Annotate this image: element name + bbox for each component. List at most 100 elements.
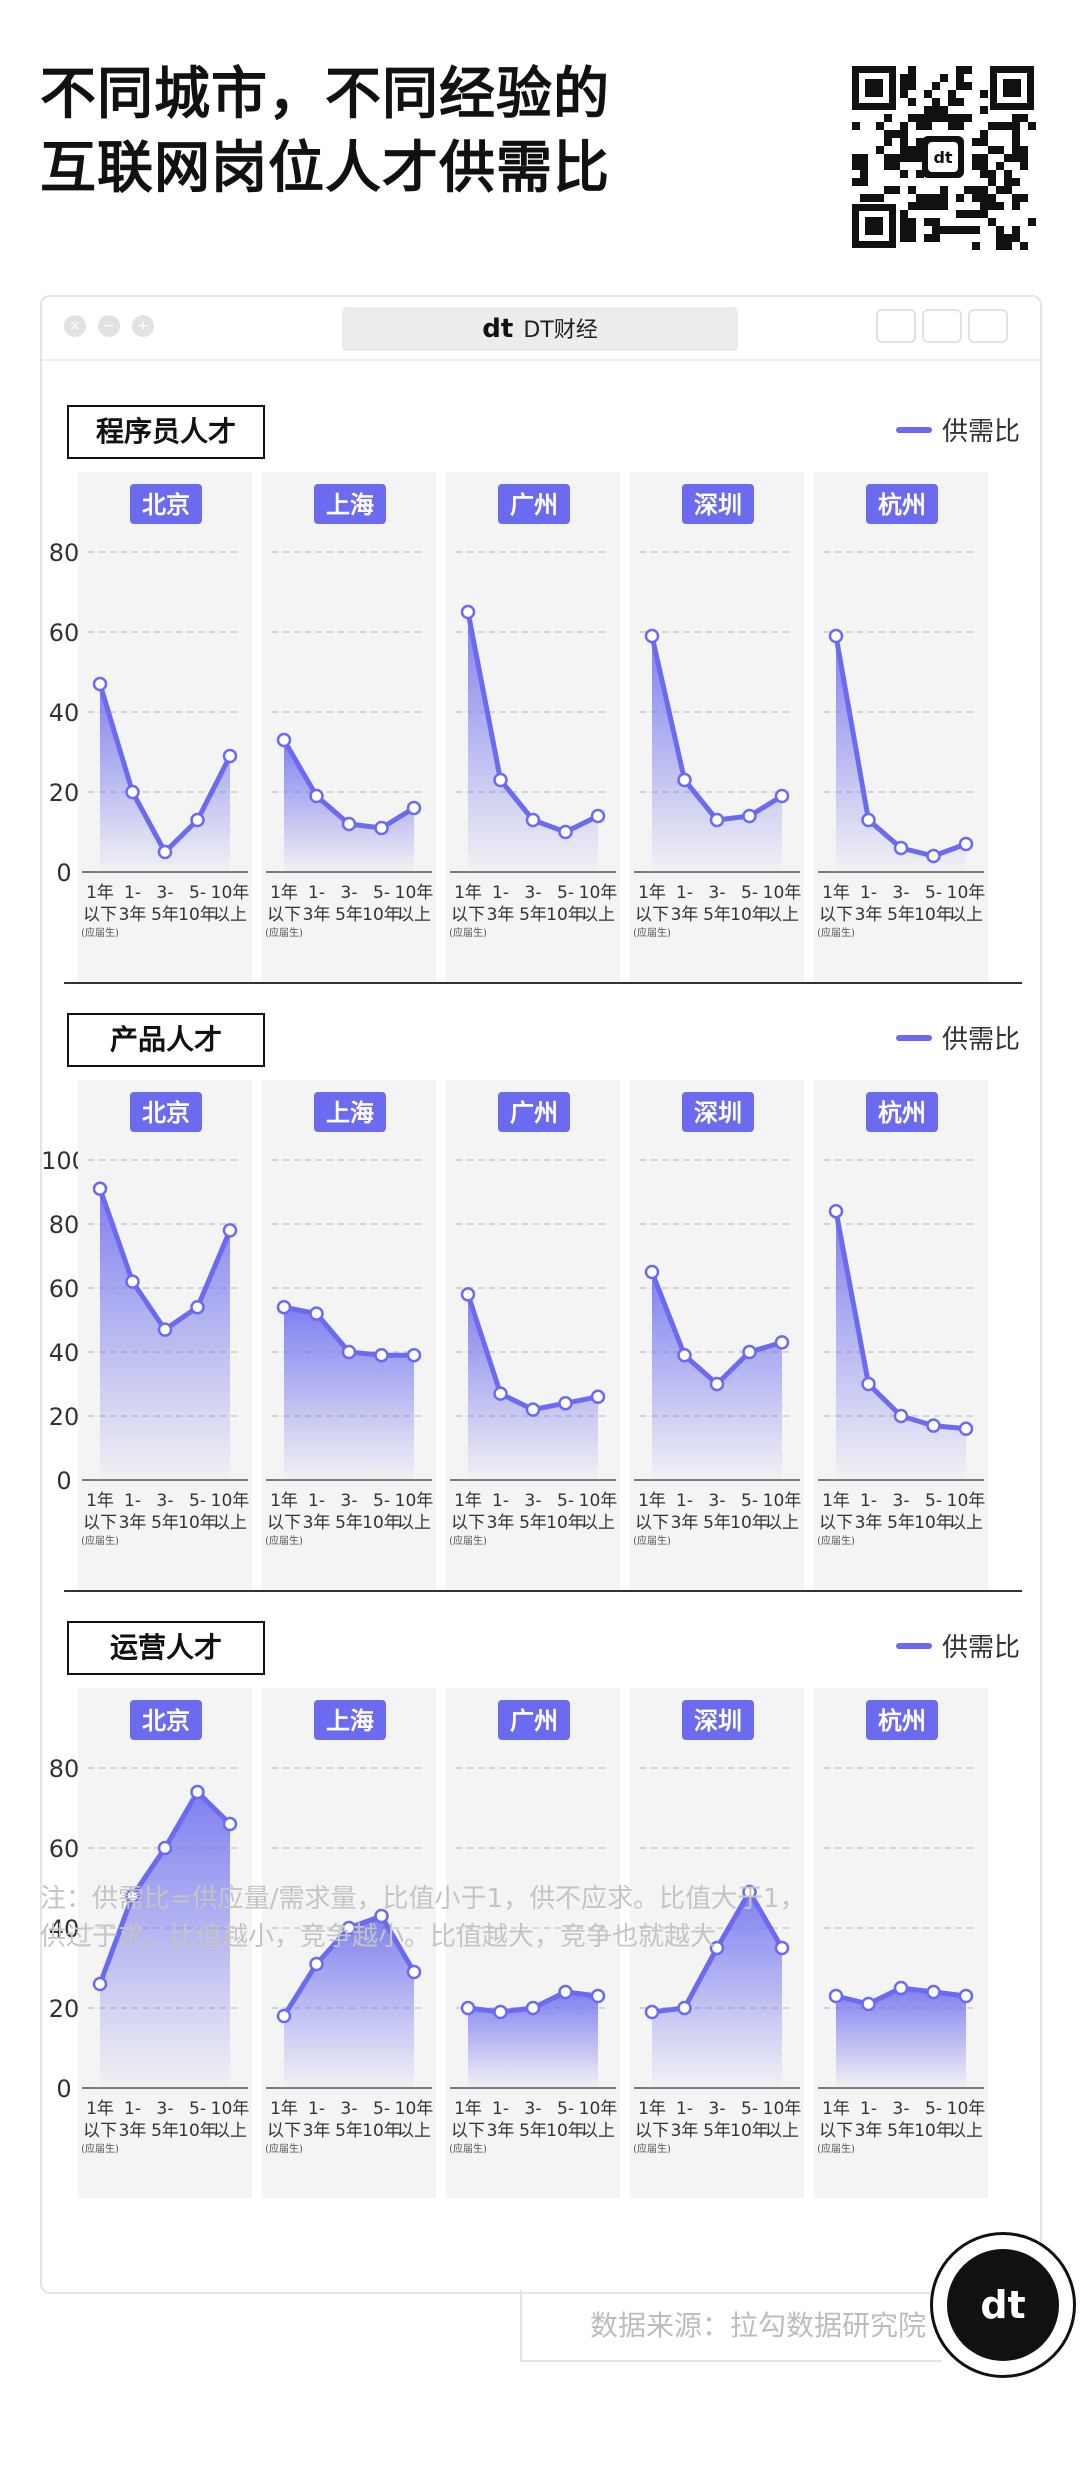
x-tick-label: 1年 xyxy=(638,2099,666,2119)
x-tick-label: 5- xyxy=(741,2099,758,2119)
dt-logo-icon: dt xyxy=(482,314,514,344)
city-tag xyxy=(130,1092,202,1132)
minimize-icon[interactable]: − xyxy=(98,315,120,337)
x-tick-label: 3年 xyxy=(487,2121,515,2141)
x-tick-sublabel: (应届生) xyxy=(817,926,855,939)
x-tick-label: 10年 xyxy=(211,1491,250,1511)
x-tick-label: 以下 xyxy=(83,905,117,925)
record-icon[interactable] xyxy=(876,309,916,343)
data-point xyxy=(406,800,422,816)
area-fill xyxy=(836,1211,966,1480)
x-tick-label: 10年 xyxy=(362,2121,401,2141)
x-tick-label: 1年 xyxy=(454,883,482,903)
source-box xyxy=(520,2290,942,2362)
y-tick-label: 20 xyxy=(49,779,80,807)
x-tick-label: 10年 xyxy=(579,2099,618,2119)
x-tick-label: 10年 xyxy=(763,1491,802,1511)
x-tick-label: 以下 xyxy=(267,905,301,925)
x-tick-sublabel: (应届生) xyxy=(633,926,671,939)
x-tick-sublabel: (应届生) xyxy=(633,2142,671,2155)
data-point xyxy=(893,840,909,856)
x-tick-label: 5年 xyxy=(703,905,731,925)
close-icon[interactable]: × xyxy=(64,315,86,337)
x-tick-label: 以上 xyxy=(765,905,799,925)
x-tick-label: 3年 xyxy=(671,905,699,925)
x-tick-label: 1- xyxy=(860,2099,877,2119)
x-tick-label: 以下 xyxy=(635,2121,669,2141)
x-tick-label: 5年 xyxy=(335,2121,363,2141)
data-point xyxy=(276,2008,292,2024)
x-tick-label: 以下 xyxy=(819,905,853,925)
data-point xyxy=(644,2004,660,2020)
x-tick-label: 以下 xyxy=(635,1513,669,1533)
data-point xyxy=(222,1223,238,1238)
city-label: 上海 xyxy=(326,491,374,519)
x-tick-label: 10年 xyxy=(730,2121,769,2141)
x-tick-label: 以下 xyxy=(267,1513,301,1533)
city-label: 深圳 xyxy=(694,491,742,519)
expand-icon[interactable]: + xyxy=(132,315,154,337)
city-tag xyxy=(314,1700,386,1740)
x-tick-label: 3年 xyxy=(303,905,331,925)
legend-label: 供需比 xyxy=(941,417,1020,447)
data-point xyxy=(558,824,573,840)
city-label: 广州 xyxy=(510,491,558,519)
city-tag xyxy=(130,484,202,524)
data-point xyxy=(374,1908,389,1924)
city-label: 深圳 xyxy=(694,1707,742,1735)
address-bar[interactable]: dt DT财经 xyxy=(342,307,738,351)
x-tick-label: 3- xyxy=(893,1491,910,1511)
x-tick-label: 10年 xyxy=(914,905,953,925)
x-tick-sublabel: (应届生) xyxy=(633,1534,671,1547)
x-tick-label: 5- xyxy=(741,1491,758,1511)
share-icon[interactable] xyxy=(922,309,962,343)
x-tick-label: 3年 xyxy=(855,905,883,925)
x-tick-sublabel: (应届生) xyxy=(817,1534,855,1547)
x-tick-label: 5年 xyxy=(335,905,363,925)
x-tick-label: 5- xyxy=(925,883,942,903)
x-tick-label: 5- xyxy=(557,1491,574,1511)
x-tick-label: 10年 xyxy=(362,1513,401,1533)
data-point xyxy=(92,1976,108,1992)
data-point xyxy=(774,788,790,804)
x-tick-label: 1年 xyxy=(270,883,298,903)
data-point xyxy=(828,1203,844,1219)
qr-code-icon[interactable]: dt xyxy=(848,62,1038,252)
x-tick-label: 5- xyxy=(189,1491,206,1511)
x-tick-label: 3- xyxy=(341,883,358,903)
legend-operations: 供需比 xyxy=(895,1627,1020,1664)
data-point xyxy=(644,1264,660,1280)
area-fill xyxy=(836,1988,966,2088)
x-tick-label: 5- xyxy=(557,883,574,903)
x-tick-label: 以下 xyxy=(451,905,485,925)
data-point xyxy=(341,1920,357,1936)
x-tick-label: 1年 xyxy=(86,2099,114,2119)
x-tick-label: 1年 xyxy=(638,883,666,903)
area-fill xyxy=(836,636,966,872)
x-tick-label: 以下 xyxy=(819,2121,853,2141)
data-point xyxy=(828,1988,844,2004)
data-point xyxy=(861,812,876,828)
y-tick-label: 80 xyxy=(49,1755,80,1783)
data-point xyxy=(558,1395,573,1411)
city-label: 北京 xyxy=(142,1099,190,1127)
x-tick-label: 以下 xyxy=(819,1513,853,1533)
data-point xyxy=(157,844,173,860)
x-tick-label: 3- xyxy=(525,883,542,903)
window-icon[interactable] xyxy=(968,309,1008,343)
x-tick-sublabel: (应届生) xyxy=(265,926,303,939)
data-point xyxy=(493,2004,508,2020)
x-tick-label: 3- xyxy=(525,2099,542,2119)
area-fill xyxy=(652,636,782,872)
x-tick-label: 3年 xyxy=(303,1513,331,1533)
legend-label: 供需比 xyxy=(941,1633,1020,1663)
x-tick-sublabel: (应届生) xyxy=(817,2142,855,2155)
legend-product: 供需比 xyxy=(895,1019,1020,1056)
data-point xyxy=(222,748,238,764)
x-tick-label: 5年 xyxy=(703,1513,731,1533)
x-tick-label: 1- xyxy=(124,883,141,903)
